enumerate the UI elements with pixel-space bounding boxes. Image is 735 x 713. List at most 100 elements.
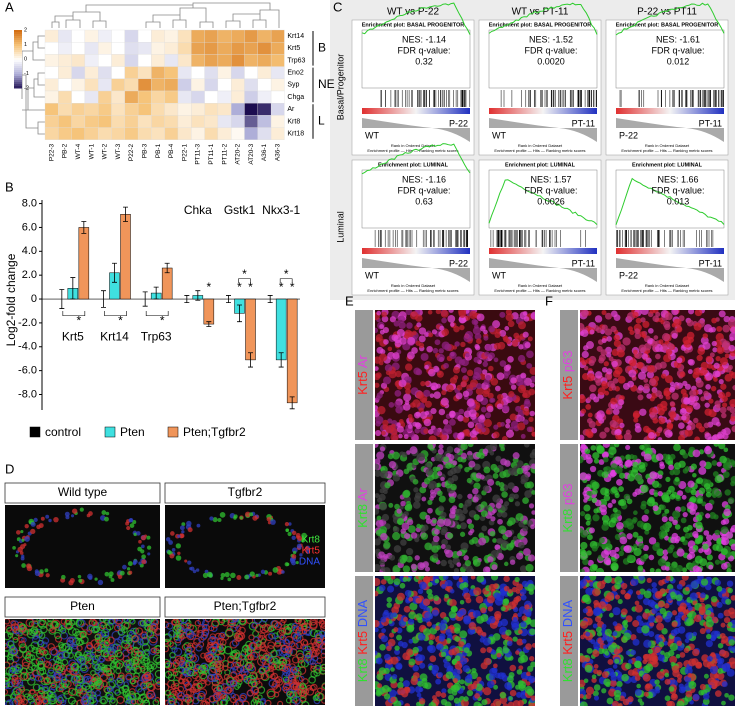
cell <box>584 514 591 521</box>
gsea-legend: Enrichment profile — Hits — Ranking metr… <box>621 148 712 153</box>
cell <box>467 478 472 483</box>
cell <box>716 326 722 332</box>
cell <box>433 595 439 601</box>
cell <box>607 503 612 508</box>
cell <box>397 509 402 514</box>
cell <box>467 494 472 499</box>
heatmap-column-label: AT20-3 <box>248 143 255 164</box>
cell <box>423 390 430 397</box>
heatmap-cell <box>271 79 284 91</box>
cell <box>614 456 622 464</box>
heatmap-cell <box>72 30 85 42</box>
heatmap-cell <box>72 42 85 54</box>
cell <box>406 625 414 633</box>
stain-name: Krt8 <box>560 509 575 533</box>
cell <box>686 405 693 412</box>
cell <box>705 513 710 518</box>
micrograph <box>577 573 735 708</box>
heatmap-cell <box>112 67 125 79</box>
heatmap-cell <box>98 103 111 115</box>
cell <box>712 435 717 440</box>
cell <box>463 375 467 379</box>
cell <box>508 320 515 327</box>
cell <box>450 589 455 594</box>
cell <box>493 473 499 479</box>
cell <box>403 617 408 622</box>
cell <box>474 344 479 349</box>
y-tick-label: -6.0 <box>18 365 37 377</box>
cell <box>459 630 467 638</box>
cell <box>396 635 402 641</box>
cell <box>16 530 21 535</box>
cell <box>711 386 716 391</box>
heatmap-cell <box>151 54 164 66</box>
cell <box>638 385 644 391</box>
cell <box>676 549 684 557</box>
cell <box>510 690 517 697</box>
cell <box>424 365 429 370</box>
cell <box>503 576 509 582</box>
cell <box>440 477 445 482</box>
heatmap-cell <box>151 103 164 115</box>
cell <box>416 341 421 346</box>
cell <box>721 396 727 402</box>
cell <box>98 580 103 585</box>
gsea-row-title: Basal/Progenitor <box>335 54 345 121</box>
cell <box>683 512 688 517</box>
cell <box>592 564 598 570</box>
heatmap-cell <box>138 79 151 91</box>
cell <box>120 571 125 576</box>
cell <box>636 362 643 369</box>
cell <box>634 328 640 334</box>
cell <box>600 487 608 495</box>
cell <box>507 356 514 363</box>
cell <box>460 542 468 550</box>
micrograph <box>372 441 538 575</box>
gsea-title: Enrichment plot: LUMINAL <box>632 162 703 168</box>
cell <box>601 381 606 386</box>
cell <box>705 384 711 390</box>
cell <box>483 466 490 473</box>
cell <box>605 313 612 320</box>
cell <box>492 667 498 673</box>
cell <box>657 404 664 411</box>
cell <box>465 353 470 358</box>
cell <box>704 422 710 428</box>
cell <box>136 531 140 535</box>
cell <box>379 324 384 329</box>
cell <box>649 471 657 479</box>
panel-label: D <box>5 461 14 476</box>
cell <box>502 405 509 412</box>
cell <box>526 363 532 369</box>
cell <box>622 337 630 345</box>
cell <box>455 655 461 661</box>
cell <box>616 681 623 688</box>
cell <box>704 408 711 415</box>
cell <box>405 330 412 337</box>
fdr-value: 0.012 <box>667 56 690 66</box>
cell <box>285 528 289 532</box>
colorbar-tick-label: 0 <box>24 56 27 62</box>
cell <box>614 314 621 321</box>
cell <box>664 509 669 514</box>
cell <box>613 378 619 384</box>
cell <box>397 593 405 601</box>
cell <box>587 550 592 555</box>
cell <box>619 499 626 506</box>
heatmap-cell <box>258 54 271 66</box>
cell <box>638 543 644 549</box>
fdr-label: FDR q-value: <box>651 45 704 55</box>
cell <box>438 505 444 511</box>
cell <box>602 624 607 629</box>
cell <box>612 422 619 429</box>
cell <box>592 498 597 503</box>
cell <box>523 332 529 338</box>
cell <box>439 633 445 639</box>
cell <box>453 326 459 332</box>
cell <box>425 567 430 572</box>
cell <box>720 384 726 390</box>
cell <box>437 672 443 678</box>
cell <box>255 574 258 577</box>
cell <box>678 422 685 429</box>
cell <box>379 526 387 534</box>
